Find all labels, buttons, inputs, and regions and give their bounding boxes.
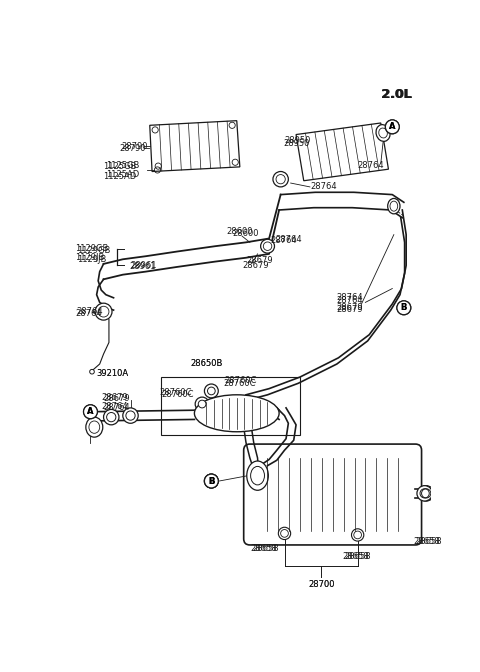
Circle shape	[204, 384, 218, 398]
Text: 28790: 28790	[120, 144, 146, 153]
Text: 28764: 28764	[311, 182, 337, 192]
Text: 28658: 28658	[415, 537, 442, 546]
Text: 28764: 28764	[337, 293, 363, 302]
Text: B: B	[208, 476, 215, 486]
Text: 1125AD: 1125AD	[103, 171, 136, 181]
Text: 28764: 28764	[271, 235, 297, 245]
Circle shape	[204, 474, 218, 488]
Ellipse shape	[194, 394, 279, 431]
Circle shape	[207, 387, 215, 395]
Text: 28764: 28764	[275, 235, 302, 244]
Text: A: A	[87, 407, 94, 416]
Circle shape	[385, 120, 399, 134]
Circle shape	[351, 529, 364, 541]
Text: 28700: 28700	[308, 581, 335, 589]
Text: 1129JB: 1129JB	[75, 253, 105, 262]
Text: 28764: 28764	[77, 307, 103, 316]
Circle shape	[385, 120, 399, 134]
Text: 28658: 28658	[251, 544, 277, 553]
Text: A: A	[87, 407, 94, 416]
Text: 28961: 28961	[129, 263, 156, 271]
Ellipse shape	[376, 124, 390, 141]
Ellipse shape	[86, 417, 103, 437]
Text: 2.0L: 2.0L	[382, 88, 412, 101]
Text: 28650B: 28650B	[191, 360, 223, 368]
Text: 28679: 28679	[242, 261, 269, 270]
Ellipse shape	[273, 171, 288, 187]
Ellipse shape	[247, 461, 268, 491]
Circle shape	[419, 486, 434, 501]
Text: A: A	[389, 122, 396, 131]
Ellipse shape	[95, 303, 112, 320]
Text: 28961: 28961	[131, 261, 157, 270]
Ellipse shape	[261, 239, 275, 253]
Text: B: B	[208, 476, 215, 486]
Circle shape	[204, 474, 218, 488]
Text: 28658: 28658	[344, 552, 371, 561]
Text: 28764: 28764	[101, 402, 128, 411]
Text: B: B	[208, 476, 215, 486]
Text: 28679: 28679	[101, 392, 128, 402]
Circle shape	[397, 301, 411, 314]
Text: 28600: 28600	[227, 227, 253, 236]
Text: 28790: 28790	[121, 142, 148, 151]
Text: 28700: 28700	[308, 581, 335, 589]
Text: 28764: 28764	[75, 308, 102, 318]
Text: 1129GB: 1129GB	[77, 245, 110, 255]
Text: 28658: 28658	[252, 544, 278, 553]
Text: 28760C: 28760C	[223, 379, 255, 388]
Text: 1125GB: 1125GB	[103, 163, 136, 171]
Text: 28760C: 28760C	[225, 376, 257, 386]
Text: 28658: 28658	[414, 537, 441, 546]
Text: 1125GB: 1125GB	[106, 161, 139, 170]
Text: B: B	[401, 303, 407, 312]
Text: 28679: 28679	[337, 305, 363, 314]
Text: 28650B: 28650B	[191, 360, 223, 368]
Circle shape	[123, 408, 138, 423]
Circle shape	[104, 409, 119, 425]
Text: 2.0L: 2.0L	[381, 88, 411, 101]
Circle shape	[84, 405, 97, 419]
Text: 28950: 28950	[285, 136, 311, 145]
Circle shape	[204, 474, 218, 488]
Circle shape	[397, 301, 411, 314]
Text: 39210A: 39210A	[96, 369, 128, 378]
Text: B: B	[401, 303, 407, 312]
Circle shape	[198, 401, 206, 408]
Text: 28950: 28950	[283, 139, 309, 149]
Text: 28679: 28679	[246, 256, 273, 265]
Text: 28679: 28679	[104, 394, 130, 403]
Circle shape	[417, 486, 432, 501]
Text: 1125AD: 1125AD	[106, 170, 139, 179]
Text: A: A	[389, 122, 396, 131]
Text: 28764: 28764	[104, 403, 130, 413]
Text: 39210A: 39210A	[96, 369, 129, 378]
Ellipse shape	[388, 198, 400, 214]
Text: 28764: 28764	[358, 161, 384, 170]
Text: 1129JB: 1129JB	[77, 255, 106, 264]
Circle shape	[84, 405, 97, 419]
Text: 1129GB: 1129GB	[75, 244, 108, 253]
Text: 28760C: 28760C	[161, 390, 194, 398]
FancyBboxPatch shape	[244, 444, 421, 545]
Text: 28600: 28600	[232, 228, 259, 238]
Circle shape	[195, 397, 209, 411]
Text: 28764: 28764	[337, 296, 363, 304]
Circle shape	[278, 528, 291, 540]
Text: 28760C: 28760C	[160, 388, 192, 397]
Text: 28679: 28679	[337, 302, 363, 312]
Text: 28658: 28658	[343, 552, 370, 561]
